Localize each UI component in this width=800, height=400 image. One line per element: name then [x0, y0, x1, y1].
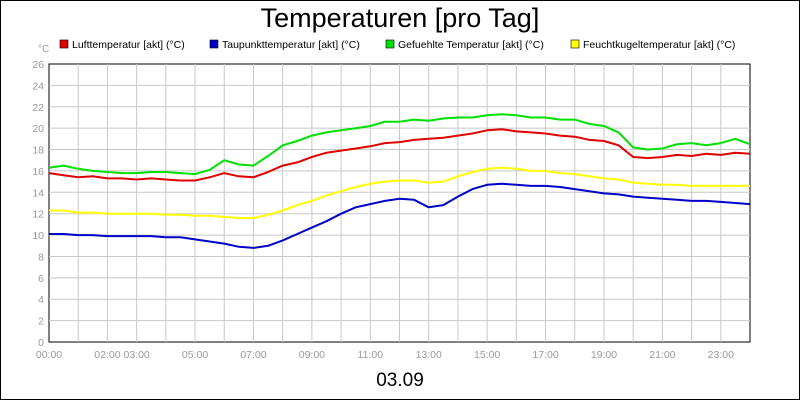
legend-label-0: Lufttemperatur [akt] (°C)	[72, 39, 185, 51]
x-tick-label-8: 17:00	[532, 349, 558, 361]
legend-label-1: Taupunkttemperatur [akt] (°C)	[222, 39, 360, 51]
x-tick-label-1: 02:00 03:00	[94, 349, 150, 361]
x-tick-label-2: 05:00	[182, 349, 208, 361]
series-line-3	[49, 166, 750, 219]
legend-swatch-1	[209, 39, 219, 49]
legend-swatch-0	[59, 39, 69, 49]
series-lines	[48, 113, 751, 249]
x-tick-label-3: 07:00	[240, 349, 266, 361]
grid	[49, 64, 750, 342]
y-tick-label-9: 18	[32, 145, 44, 157]
y-tick-label-13: 26	[32, 59, 44, 71]
series-line-0	[48, 128, 751, 182]
y-tick-label-12: 24	[32, 80, 44, 92]
x-tick-label-10: 21:00	[649, 349, 675, 361]
chart-title: Temperaturen [pro Tag]	[261, 3, 540, 33]
y-axis-unit: °C	[38, 44, 49, 55]
y-tick-label-10: 20	[32, 123, 44, 135]
legend-label-2: Gefuehlte Temperatur [akt] (°C)	[398, 39, 544, 51]
x-axis: 00:00 02:00 03:00 05:00 07:00 09:00 11:00 13:0…	[36, 349, 734, 361]
chart-date: 03.09	[376, 370, 424, 391]
x-tick-label-5: 11:00	[358, 349, 384, 361]
x-tick-label-7: 15:00	[474, 349, 500, 361]
series-line-1	[49, 182, 751, 249]
y-tick-label-6: 12	[32, 209, 44, 221]
x-tick-label-6: 13:00	[416, 349, 442, 361]
legend-label-3: Feuchtkugeltemperatur [akt] (°C)	[583, 39, 735, 51]
y-tick-label-1: 2	[38, 316, 44, 328]
y-tick-label-7: 14	[32, 187, 44, 199]
x-tick-label-9: 19:00	[591, 349, 617, 361]
legend-swatch-2	[385, 39, 395, 49]
y-tick-label-2: 4	[38, 294, 44, 306]
legend-swatch-3	[570, 39, 580, 49]
y-tick-label-3: 6	[38, 273, 44, 285]
x-tick-label-4: 09:00	[299, 349, 325, 361]
legend: Lufttemperatur [akt] (°C) Taupunkttempera…	[59, 39, 735, 51]
series-line-2	[48, 113, 751, 176]
x-tick-label-11: 23:00	[708, 349, 734, 361]
y-tick-label-8: 16	[32, 166, 44, 178]
y-tick-label-5: 10	[32, 230, 44, 242]
y-tick-label-4: 8	[38, 251, 44, 263]
x-tick-label-0: 00:00	[36, 349, 62, 361]
y-tick-label-0: 0	[38, 337, 44, 349]
y-tick-label-11: 22	[32, 102, 44, 114]
